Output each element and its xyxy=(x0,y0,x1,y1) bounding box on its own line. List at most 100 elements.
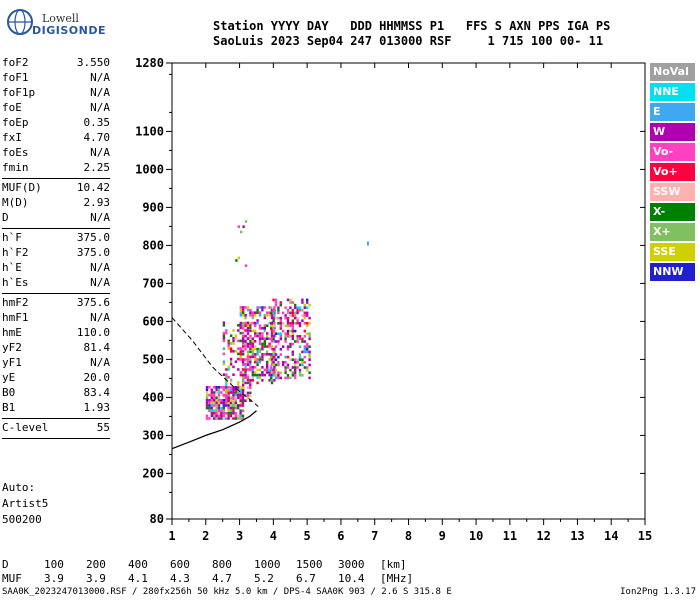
echo-point xyxy=(279,324,282,328)
echo-point xyxy=(217,399,221,402)
echo-point xyxy=(227,399,230,402)
echo-point xyxy=(296,306,299,309)
echo-point xyxy=(241,417,245,420)
param-name: hmE xyxy=(2,326,22,339)
echo-point xyxy=(205,417,209,420)
echo-point xyxy=(261,355,264,359)
echo-point xyxy=(251,373,254,377)
echo-point xyxy=(258,376,262,379)
echo-point xyxy=(268,311,271,314)
echo-point xyxy=(251,350,254,353)
echo-point xyxy=(274,376,278,380)
echo-point xyxy=(225,381,228,384)
echo-point xyxy=(242,376,245,379)
echo-point xyxy=(261,379,264,382)
echo-point xyxy=(210,401,213,405)
echo-point xyxy=(258,337,262,340)
echo-point xyxy=(296,322,299,325)
param-row: foF2 3.550 xyxy=(2,56,110,70)
echo-point xyxy=(249,326,252,330)
echo-point xyxy=(244,347,247,351)
echo-point xyxy=(210,388,213,392)
echo-point xyxy=(254,371,257,374)
echo-point xyxy=(234,350,238,353)
echo-point xyxy=(241,394,245,397)
echo-point xyxy=(227,404,230,407)
echo-point xyxy=(296,309,299,312)
echo-point xyxy=(244,324,247,327)
echo-point xyxy=(291,332,294,335)
echo-point xyxy=(249,394,252,397)
y-tick-label: 700 xyxy=(142,276,164,290)
echo-point xyxy=(251,311,254,314)
echo-point xyxy=(270,358,274,361)
echo-point xyxy=(246,353,250,356)
echo-point xyxy=(222,360,226,363)
echo-point xyxy=(249,391,252,395)
param-row: foEs N/A xyxy=(2,146,110,160)
echo-point xyxy=(279,319,282,322)
echo-point xyxy=(279,316,282,320)
echo-point xyxy=(270,322,273,325)
echo-point xyxy=(308,332,311,335)
y-tick-label: 300 xyxy=(142,428,164,442)
echo-point xyxy=(213,404,216,407)
echo-point xyxy=(251,342,254,346)
param-value: N/A xyxy=(90,356,110,369)
echo-point xyxy=(244,340,247,343)
echo-point xyxy=(284,366,287,369)
echo-point xyxy=(286,374,290,377)
param-row: foEp 0.35 xyxy=(2,116,110,130)
y-tick-label: 1000 xyxy=(135,162,164,176)
echo-point xyxy=(306,368,309,372)
echo-point xyxy=(225,389,228,392)
echo-point xyxy=(266,371,269,374)
echo-point xyxy=(270,329,274,333)
echo-point xyxy=(249,324,252,327)
echo-point xyxy=(234,393,237,397)
echo-point xyxy=(306,298,309,302)
param-value: N/A xyxy=(90,86,110,99)
echo-point xyxy=(266,350,269,353)
echo-point xyxy=(242,371,245,374)
echo-point xyxy=(210,406,213,410)
echo-point xyxy=(303,350,306,354)
echo-point xyxy=(222,347,226,350)
echo-point xyxy=(237,352,240,356)
echo-point xyxy=(279,303,282,307)
echo-point xyxy=(277,311,280,315)
echo-point xyxy=(254,321,257,325)
param-name: yF1 xyxy=(2,356,22,369)
echo-point xyxy=(274,353,278,356)
echo-point xyxy=(263,368,266,372)
echo-point xyxy=(241,331,245,335)
echo-point xyxy=(266,368,269,372)
echo-point xyxy=(225,399,228,402)
echo-point xyxy=(284,314,287,317)
echo-point xyxy=(234,334,238,337)
echo-point xyxy=(291,371,294,374)
echo-point xyxy=(229,386,233,389)
echo-point xyxy=(296,337,299,341)
param-name: fmin xyxy=(2,161,29,174)
echo-point xyxy=(242,363,245,366)
echo-point xyxy=(246,324,250,327)
param-name: MUF(D) xyxy=(2,181,42,194)
echo-point xyxy=(241,386,245,389)
echo-point xyxy=(256,353,259,356)
echo-point xyxy=(222,352,226,356)
echo-point xyxy=(222,324,226,327)
echo-point xyxy=(239,326,242,330)
echo-point xyxy=(249,379,252,382)
echo-point xyxy=(254,340,257,343)
echo-point xyxy=(242,306,245,309)
echo-point xyxy=(261,337,264,340)
echo-point xyxy=(258,340,262,343)
echo-point xyxy=(239,324,242,327)
legend-item-xminus: X- xyxy=(650,203,695,221)
plot-frame xyxy=(171,62,646,520)
echo-point xyxy=(215,417,218,420)
muf-cell: MUF xyxy=(2,572,22,585)
echo-point xyxy=(298,353,302,356)
echo-point xyxy=(256,376,259,379)
